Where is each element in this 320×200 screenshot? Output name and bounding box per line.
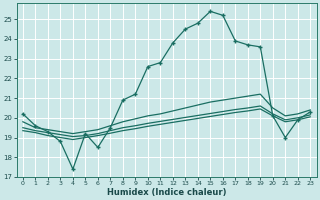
X-axis label: Humidex (Indice chaleur): Humidex (Indice chaleur)	[107, 188, 226, 197]
